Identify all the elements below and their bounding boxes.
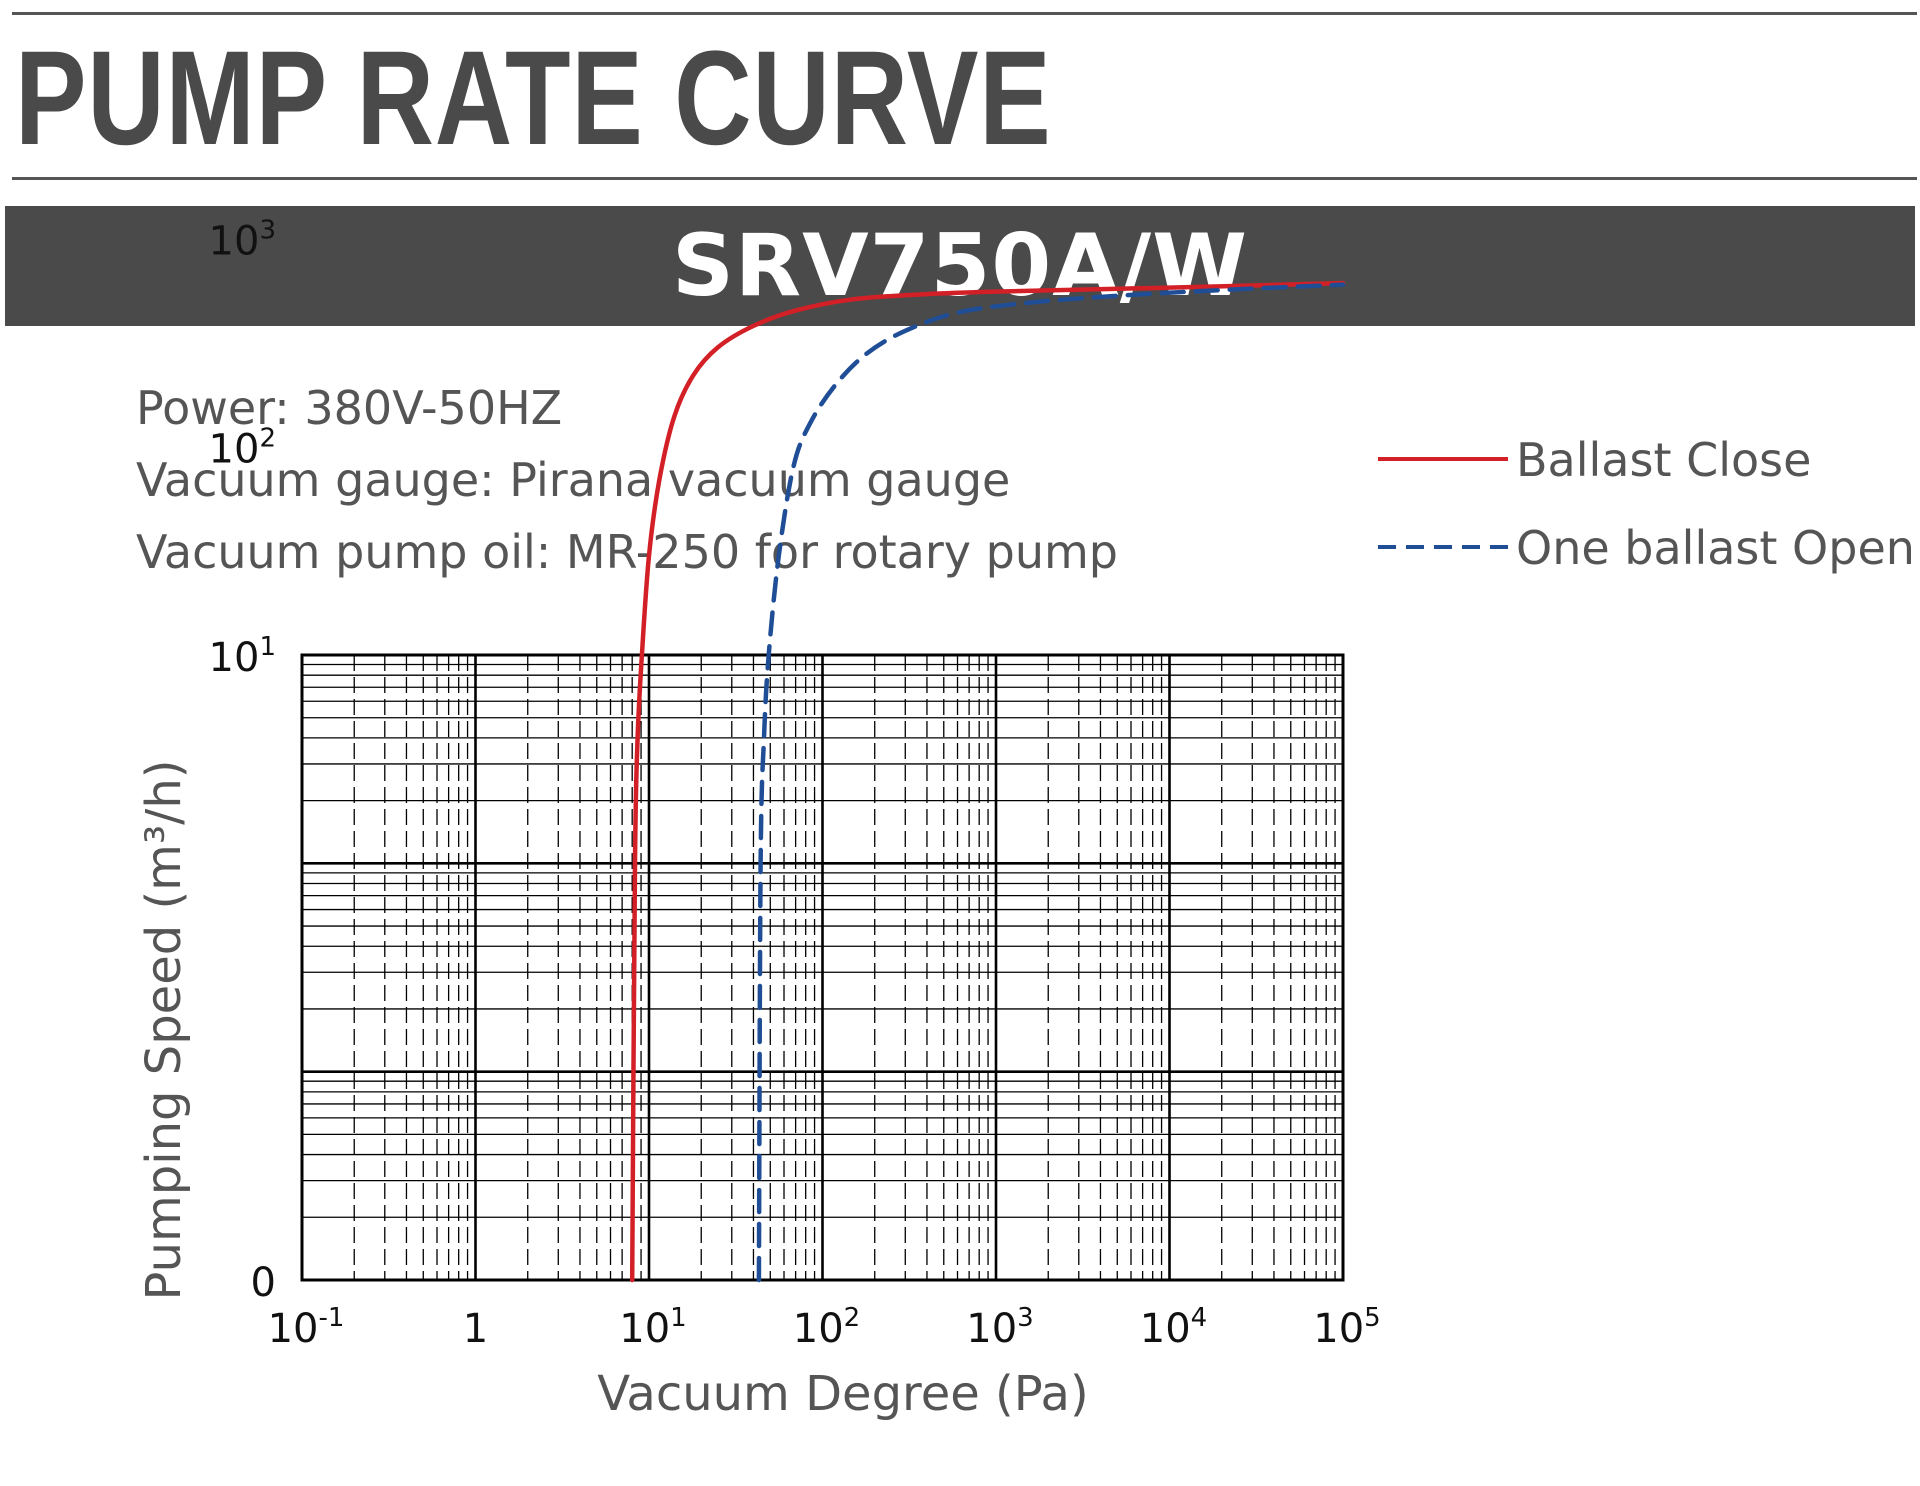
major-gridlines (302, 655, 1343, 1280)
x-tick-label: 103 (966, 1303, 1033, 1352)
plot-frame (300, 653, 1345, 1282)
x-tick-label: 101 (619, 1303, 686, 1352)
legend-label: Ballast Close (1516, 433, 1811, 487)
spec-pump-oil: Vacuum pump oil: MR-250 for rotary pump (136, 525, 1118, 579)
legend: Ballast Close One ballast Open (1378, 433, 1915, 575)
x-tick-label: 104 (1140, 1303, 1207, 1352)
y-tick-label: 103 (209, 215, 276, 264)
page-title: PUMP RATE CURVE (15, 24, 1052, 173)
x-tick-label: 102 (793, 1303, 860, 1352)
x-axis-label: Vacuum Degree (Pa) (597, 1366, 1088, 1422)
spec-power: Power: 380V-50HZ (136, 381, 563, 435)
spec-vacuum-gauge: Vacuum gauge: Pirana vacuum gauge (136, 453, 1011, 507)
y-tick-labels: 0 101 102 103 (209, 215, 276, 1306)
model-banner: SRV750A/W (5, 206, 1915, 326)
spec-list: Power: 380V-50HZ Vacuum gauge: Pirana va… (136, 372, 1118, 588)
x-tick-labels: 10-1 1 101 102 103 104 105 (268, 1303, 1381, 1352)
series-line-ballast-close (629, 280, 1346, 1283)
top-rule (12, 12, 1917, 15)
legend-label: One ballast Open (1516, 521, 1915, 575)
model-label: SRV750A/W (671, 216, 1249, 316)
series-layer (629, 280, 1346, 1283)
series-line-one-ballast-open (756, 282, 1346, 1283)
title-divider (12, 177, 1917, 180)
x-tick-label: 10-1 (268, 1303, 345, 1352)
y-tick-label: 0 (251, 1260, 276, 1306)
y-tick-label: 101 (209, 632, 276, 681)
y-axis-label: Pumping Speed (m³/h) (136, 759, 192, 1300)
y-tick-label: 102 (209, 424, 276, 473)
x-tick-label: 105 (1313, 1303, 1380, 1352)
x-tick-label: 1 (463, 1306, 488, 1352)
